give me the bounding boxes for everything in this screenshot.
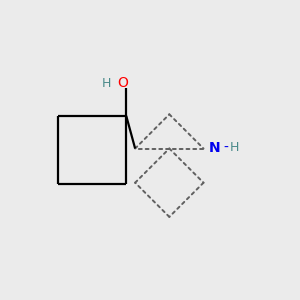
Text: O: O [117,76,128,90]
Text: H: H [230,141,239,154]
Text: N: N [209,141,220,155]
Text: -: - [224,141,229,155]
Text: H: H [102,76,112,90]
